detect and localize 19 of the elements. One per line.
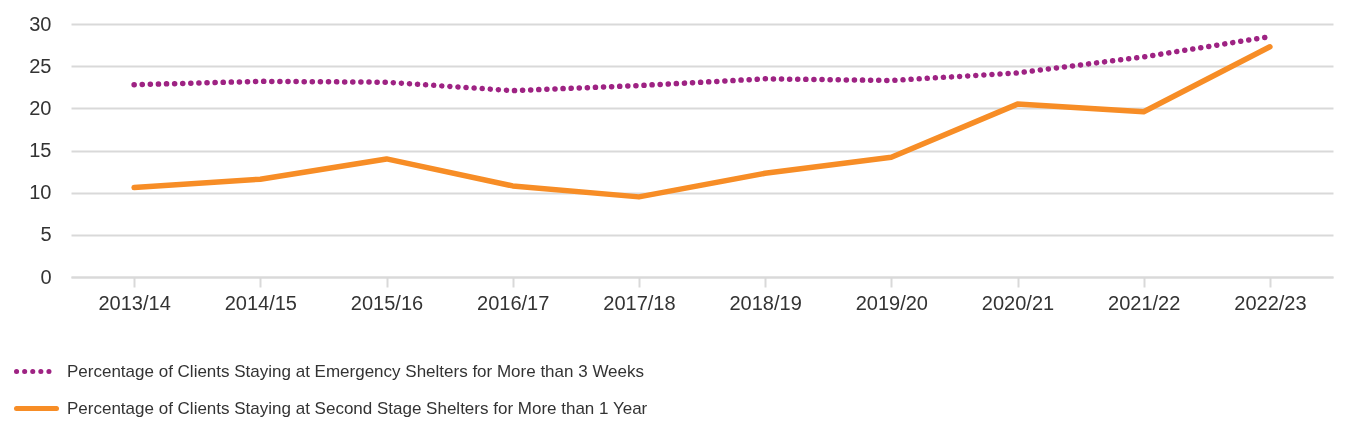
y-tick-label: 30: [29, 12, 52, 35]
legend-label: Percentage of Clients Staying at Emergency Shelters for More than 3 Weeks: [67, 361, 645, 381]
y-tick-label: 10: [29, 181, 52, 204]
x-tick-label: 2013/14: [98, 291, 171, 314]
y-tick-label: 15: [29, 139, 52, 161]
x-tick-label: 2021/22: [1108, 291, 1181, 314]
x-tick-label: 2022/23: [1234, 291, 1307, 314]
y-tick-label: 25: [29, 54, 52, 77]
x-tick-label: 2017/18: [603, 291, 676, 314]
y-tick-label: 0: [40, 265, 52, 288]
x-tick-label: 2020/21: [981, 291, 1055, 314]
x-tick-label: 2018/19: [729, 291, 802, 314]
y-tick-label: 5: [40, 223, 52, 246]
x-tick-label: 2019/20: [855, 291, 928, 314]
x-tick-label: 2016/17: [477, 291, 550, 314]
x-tick-label: 2015/16: [350, 291, 424, 314]
legend-label: Percentage of Clients Staying at Second Stage Shelters for More than 1 Year: [67, 398, 648, 418]
x-tick-label: 2014/15: [224, 291, 297, 314]
y-tick-label: 20: [29, 96, 52, 119]
